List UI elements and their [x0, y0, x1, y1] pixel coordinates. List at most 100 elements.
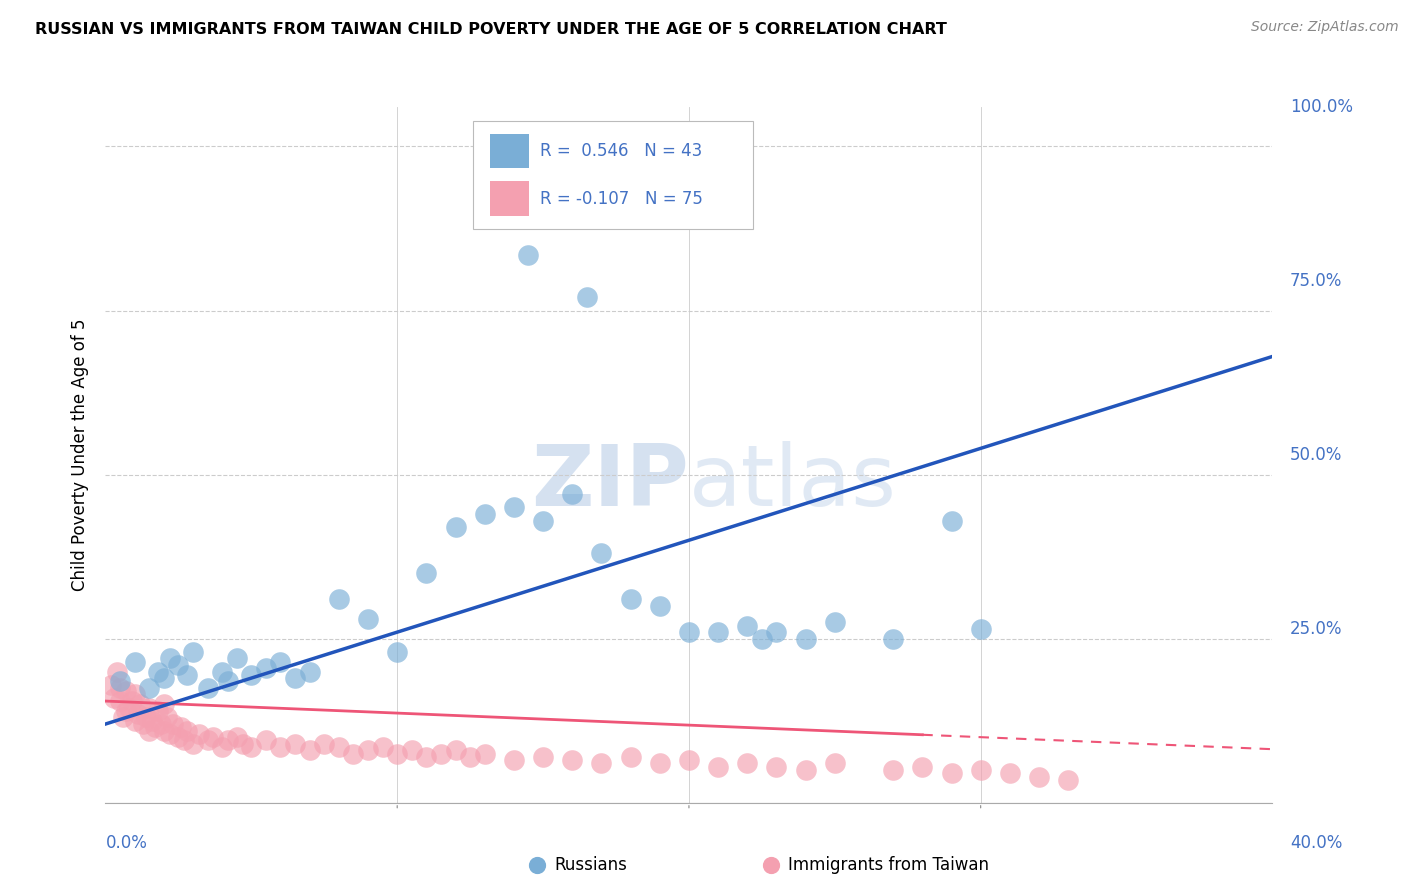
Point	[648, 756, 671, 771]
Point	[176, 668, 198, 682]
Point	[217, 733, 239, 747]
Point	[269, 739, 292, 754]
Text: 25.0%: 25.0%	[1289, 620, 1343, 638]
Point	[357, 612, 380, 626]
Point	[591, 546, 613, 560]
Point	[162, 717, 184, 731]
Point	[124, 688, 146, 702]
Point	[342, 747, 364, 761]
Point	[401, 743, 423, 757]
Point	[737, 618, 759, 632]
Point	[211, 665, 233, 679]
Point	[794, 632, 817, 646]
Point	[765, 625, 787, 640]
Point	[430, 747, 453, 761]
Point	[328, 739, 350, 754]
Point	[105, 665, 128, 679]
Point	[737, 756, 759, 771]
Point	[707, 760, 730, 774]
Point	[254, 733, 277, 747]
Point	[385, 645, 408, 659]
Point	[998, 766, 1021, 780]
Point	[138, 723, 160, 738]
Point	[108, 674, 131, 689]
Point	[474, 507, 496, 521]
Text: R =  0.546   N = 43: R = 0.546 N = 43	[540, 142, 703, 161]
Text: Source: ZipAtlas.com: Source: ZipAtlas.com	[1251, 20, 1399, 34]
Point	[225, 651, 247, 665]
Point	[135, 710, 157, 724]
Point	[824, 615, 846, 630]
Text: Russians: Russians	[555, 856, 627, 874]
Point	[141, 714, 163, 728]
Point	[561, 753, 583, 767]
Point	[124, 655, 146, 669]
Point	[385, 747, 408, 761]
Point	[531, 514, 554, 528]
Point	[1057, 772, 1080, 787]
Point	[969, 763, 991, 777]
Point	[678, 753, 700, 767]
Point	[357, 743, 380, 757]
Point	[121, 694, 143, 708]
Point	[115, 704, 138, 718]
Point	[882, 763, 904, 777]
Point	[240, 739, 263, 754]
Point	[619, 749, 641, 764]
Point	[132, 717, 155, 731]
Point	[124, 714, 146, 728]
Point	[197, 733, 219, 747]
Point	[181, 645, 204, 659]
Point	[444, 520, 467, 534]
Point	[176, 723, 198, 738]
Y-axis label: Child Poverty Under the Age of 5: Child Poverty Under the Age of 5	[72, 318, 90, 591]
Point	[217, 674, 239, 689]
Point	[1028, 770, 1050, 784]
Point	[152, 723, 174, 738]
Point	[211, 739, 233, 754]
Point	[100, 678, 122, 692]
Point	[969, 622, 991, 636]
Point	[911, 760, 934, 774]
Text: 50.0%: 50.0%	[1289, 446, 1343, 464]
Point	[591, 756, 613, 771]
Point	[458, 749, 481, 764]
Point	[648, 599, 671, 613]
Point	[152, 671, 174, 685]
Point	[170, 720, 193, 734]
Point	[298, 743, 321, 757]
Point	[103, 690, 125, 705]
Point	[138, 681, 160, 695]
Point	[678, 625, 700, 640]
Point	[575, 290, 598, 304]
Point	[298, 665, 321, 679]
Point	[152, 698, 174, 712]
Point	[127, 707, 149, 722]
Point	[159, 651, 181, 665]
Point	[108, 694, 131, 708]
Point	[751, 632, 773, 646]
Point	[502, 500, 524, 515]
Point	[619, 592, 641, 607]
Text: R = -0.107   N = 75: R = -0.107 N = 75	[540, 190, 703, 208]
Point	[371, 739, 394, 754]
Point	[156, 710, 179, 724]
Point	[167, 730, 190, 744]
Point	[254, 661, 277, 675]
Point	[118, 700, 141, 714]
Text: 0.0%: 0.0%	[105, 834, 148, 852]
Point	[794, 763, 817, 777]
Point	[149, 717, 172, 731]
Point	[269, 655, 292, 669]
Point	[146, 665, 169, 679]
Point	[284, 671, 307, 685]
Point	[197, 681, 219, 695]
Point	[882, 632, 904, 646]
Point	[115, 684, 138, 698]
Point	[415, 749, 437, 764]
Point	[159, 727, 181, 741]
Point	[167, 657, 190, 672]
Point	[240, 668, 263, 682]
Point	[941, 766, 963, 780]
Point	[225, 730, 247, 744]
